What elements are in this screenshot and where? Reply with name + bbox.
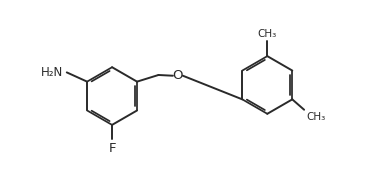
Text: O: O — [173, 69, 183, 82]
Text: H₂N: H₂N — [41, 66, 63, 79]
Text: F: F — [108, 142, 116, 155]
Text: CH₃: CH₃ — [258, 29, 277, 39]
Text: CH₃: CH₃ — [306, 112, 325, 122]
